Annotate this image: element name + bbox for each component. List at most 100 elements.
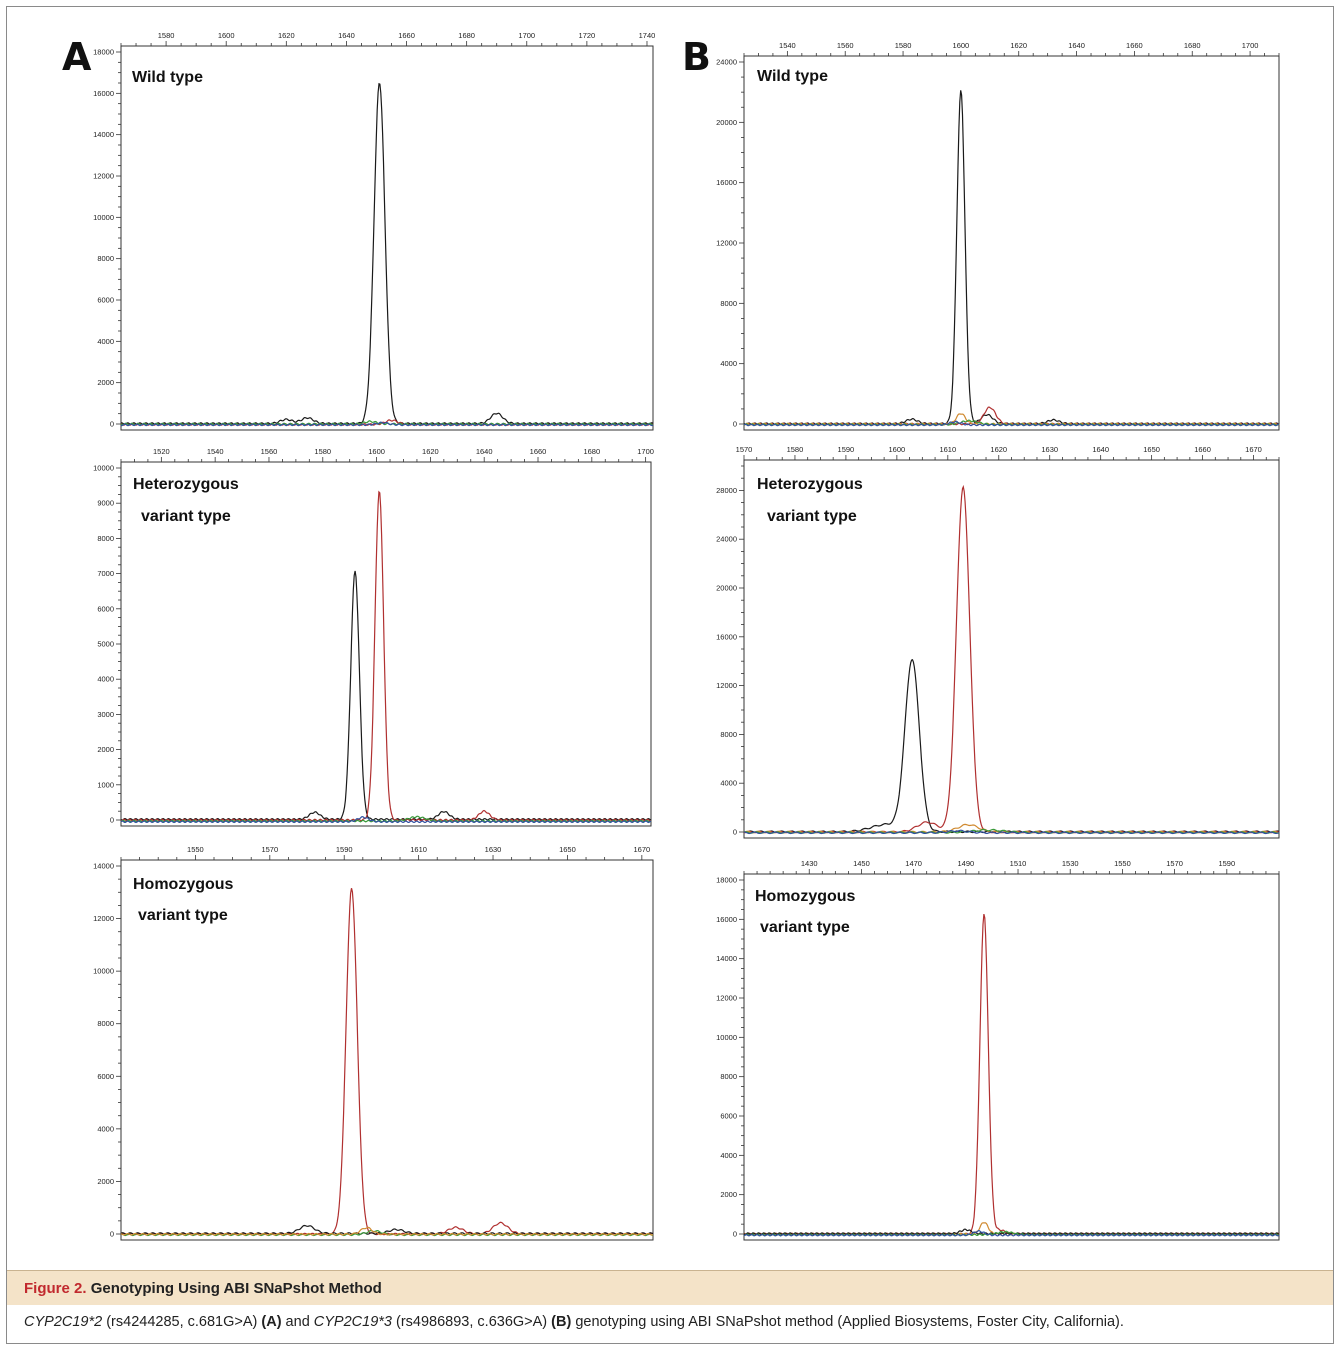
y-tick-label: 10000 [93, 464, 114, 473]
trace-red [743, 406, 1280, 426]
y-tick-label: 10000 [716, 1033, 737, 1042]
y-tick-label: 12000 [716, 994, 737, 1003]
x-tick-label: 1680 [1184, 41, 1201, 50]
y-tick-label: 24000 [716, 535, 737, 544]
x-tick-label: 1660 [530, 447, 547, 456]
x-tick-label: 1600 [368, 447, 385, 456]
x-tick-label: 1680 [583, 447, 600, 456]
y-tick-label: 16000 [716, 178, 737, 187]
x-tick-label: 1540 [779, 41, 796, 50]
caption-and: and [281, 1314, 314, 1330]
trace-orange [120, 1226, 654, 1236]
x-tick-label: 1580 [314, 447, 331, 456]
y-tick-label: 12000 [716, 681, 737, 690]
caption-gene3: CYP2C19*3 [313, 1314, 392, 1330]
trace-red [120, 888, 654, 1236]
y-tick-label: 8000 [720, 299, 737, 308]
y-tick-label: 6000 [97, 604, 114, 613]
x-tick-label: 1570 [261, 845, 278, 854]
caption-rs3: (rs4986893, c.636G>A) [391, 1314, 552, 1330]
x-tick-label: 1640 [1068, 41, 1085, 50]
trace-green [121, 1229, 654, 1237]
x-tick-label: 1580 [787, 445, 804, 454]
x-tick-label: 1640 [338, 31, 355, 40]
x-tick-label: 1600 [953, 41, 970, 50]
x-tick-label: 1620 [278, 31, 295, 40]
y-tick-label: 2000 [97, 1177, 114, 1186]
y-tick-label: 8000 [97, 1019, 114, 1028]
chart-title: Heterozygous [757, 476, 863, 493]
trace-blue [120, 421, 654, 427]
x-tick-label: 1470 [905, 859, 922, 868]
x-tick-label: 1430 [801, 859, 818, 868]
y-tick-label: 20000 [716, 118, 737, 127]
trace-blue [120, 815, 652, 824]
y-tick-label: 8000 [97, 254, 114, 263]
chart-subtitle: variant type [767, 508, 857, 525]
trace-blue [743, 829, 1280, 835]
y-tick-label: 4000 [97, 337, 114, 346]
x-tick-label: 1520 [153, 447, 170, 456]
x-tick-label: 1670 [1245, 445, 1262, 454]
y-tick-label: 1000 [97, 780, 114, 789]
x-tick-label: 1740 [639, 31, 656, 40]
caption-ref-b: (B) [551, 1314, 572, 1330]
chart-1: 1580 1600 1620 1640 1660 1680 1700 1720 1740 0 200… [93, 31, 656, 431]
chart-title: Wild type [132, 69, 203, 86]
figure-label: Figure 2. [24, 1280, 87, 1297]
x-tick-label: 1580 [895, 41, 912, 50]
x-tick-label: 1450 [853, 859, 870, 868]
y-tick-label: 18000 [716, 876, 737, 885]
x-tick-label: 1510 [1010, 859, 1027, 868]
y-tick-label: 9000 [97, 499, 114, 508]
figure-frame [6, 6, 1334, 1344]
plot-frame [743, 55, 1280, 431]
chart-subtitle: variant type [760, 919, 850, 936]
y-tick-label: 0 [110, 420, 114, 429]
x-tick-label: 1490 [957, 859, 974, 868]
panel-letter-b: B [682, 35, 711, 79]
trace-black [743, 659, 1280, 834]
caption-gene2: CYP2C19*2 [24, 1314, 103, 1330]
trace-black [743, 90, 1280, 426]
y-tick-label: 8000 [97, 534, 114, 543]
y-tick-label: 16000 [716, 915, 737, 924]
x-tick-label: 1700 [637, 447, 654, 456]
trace-red [743, 484, 1280, 834]
y-tick-label: 12000 [93, 172, 114, 181]
x-tick-label: 1540 [207, 447, 224, 456]
x-tick-label: 1640 [476, 447, 493, 456]
y-tick-label: 2000 [720, 1190, 737, 1199]
x-tick-label: 1610 [410, 845, 427, 854]
x-tick-label: 1630 [485, 845, 502, 854]
x-tick-label: 1560 [261, 447, 278, 456]
y-tick-label: 10000 [93, 967, 114, 976]
y-tick-label: 4000 [97, 1124, 114, 1133]
x-tick-label: 1670 [633, 845, 650, 854]
y-tick-label: 14000 [93, 130, 114, 139]
chart-title: Homozygous [133, 876, 234, 893]
figure-title: Genotyping Using ABI SNaPshot Method [90, 1280, 382, 1297]
y-tick-label: 7000 [97, 569, 114, 578]
x-tick-label: 1620 [1010, 41, 1027, 50]
y-tick-label: 6000 [97, 1072, 114, 1081]
x-tick-label: 1550 [1114, 859, 1131, 868]
x-tick-label: 1590 [336, 845, 353, 854]
chart-title: Heterozygous [133, 476, 239, 493]
caption-rs2: (rs4244285, c.681G>A) [102, 1314, 262, 1330]
x-tick-label: 1680 [458, 31, 475, 40]
x-tick-label: 1700 [1242, 41, 1259, 50]
x-tick-label: 1650 [1143, 445, 1160, 454]
electropherogram-figure: A B 1580 1600 1620 1640 1660 1680 1700 1720 1740… [62, 31, 1280, 1241]
x-tick-label: 1570 [736, 445, 753, 454]
trace-red [743, 913, 1279, 1236]
chart-6: 1430 1450 1470 1490 1510 1530 1550 1570 1590 0 200… [716, 859, 1280, 1241]
y-tick-label: 16000 [716, 632, 737, 641]
x-tick-label: 1600 [889, 445, 906, 454]
y-tick-label: 24000 [716, 58, 737, 67]
y-tick-label: 2000 [97, 745, 114, 754]
y-tick-label: 12000 [93, 914, 114, 923]
x-tick-label: 1660 [1126, 41, 1143, 50]
y-tick-label: 4000 [720, 1151, 737, 1160]
charts-group: 1580 1600 1620 1640 1660 1680 1700 1720 1740 0 200… [93, 31, 1280, 1241]
